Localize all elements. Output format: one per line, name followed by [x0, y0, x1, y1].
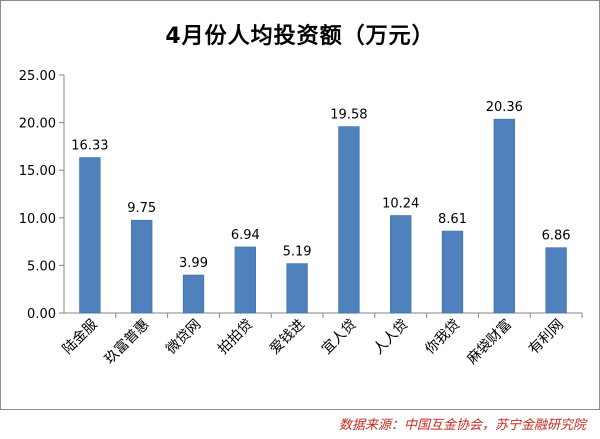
- category-label: 麻袋财富: [464, 316, 516, 368]
- bar-4: [286, 263, 308, 314]
- y-tick-label: 0.00: [27, 307, 56, 322]
- category-label: 宜人贷: [319, 317, 360, 358]
- value-label: 8.61: [438, 212, 467, 227]
- bar-7: [441, 230, 464, 314]
- category-label: 有利网: [526, 317, 567, 358]
- value-label: 9.75: [127, 201, 156, 216]
- data-source-note: 数据来源：中国互金协会，苏宁金融研究院: [338, 418, 586, 433]
- value-label: 6.94: [231, 228, 260, 243]
- y-tick-label: 25.00: [19, 69, 56, 84]
- bar-0: [79, 157, 101, 314]
- bar-9: [545, 247, 567, 314]
- category-label: 爱钱进: [267, 317, 308, 358]
- value-label: 3.99: [179, 256, 208, 271]
- bar-1: [131, 219, 153, 314]
- bars: [79, 118, 567, 314]
- bar-6: [390, 215, 412, 314]
- bar-2: [182, 274, 205, 314]
- value-label: 10.24: [382, 197, 419, 212]
- y-tick-label: 20.00: [19, 117, 56, 132]
- value-label: 20.36: [486, 100, 523, 115]
- y-tick-label: 10.00: [19, 212, 56, 227]
- category-label: 你我贷: [422, 317, 463, 358]
- category-label: 拍拍贷: [215, 317, 256, 358]
- bar-5: [338, 126, 360, 314]
- chart-title: 4月份人均投资额（万元）: [165, 24, 435, 49]
- y-tick-label: 5.00: [27, 259, 56, 274]
- category-label: 陆金服: [60, 317, 101, 358]
- y-tick-label: 15.00: [19, 164, 56, 179]
- x-axis-labels: 陆金服 玖富普惠 微贷网 拍拍贷 爱钱进 宜人贷 人人贷 你我贷 麻袋财富 有利网: [60, 316, 567, 368]
- value-label: 19.58: [330, 108, 367, 123]
- category-label: 微贷网: [163, 317, 204, 358]
- category-label: 人人贷: [371, 317, 412, 358]
- bar-3: [234, 246, 256, 314]
- value-label: 6.86: [542, 229, 571, 244]
- value-labels: 16.33 9.75 3.99 6.94 5.19 19.58 10.24 8.61 20.36…: [71, 100, 570, 271]
- bar-8: [493, 118, 515, 314]
- value-label: 5.19: [283, 245, 312, 260]
- value-label: 16.33: [71, 139, 108, 154]
- category-label: 玖富普惠: [101, 316, 153, 368]
